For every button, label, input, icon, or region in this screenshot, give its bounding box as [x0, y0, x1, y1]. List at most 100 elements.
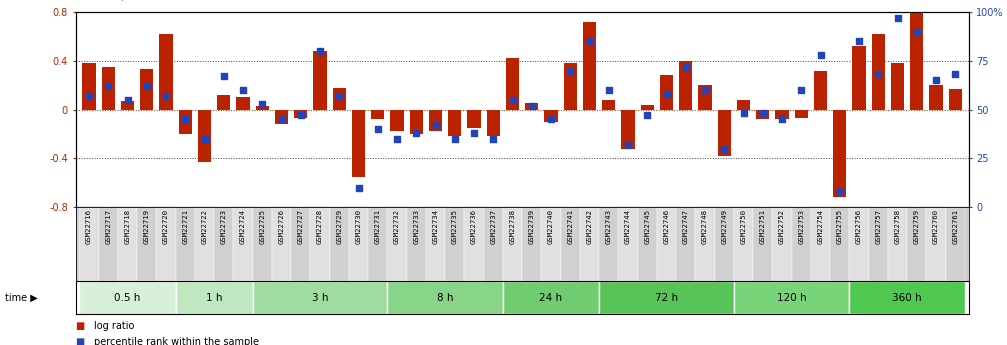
Text: GSM22722: GSM22722: [201, 209, 207, 244]
Bar: [564, 63, 577, 110]
Bar: [426, 207, 445, 281]
Bar: [140, 69, 153, 110]
Text: GSM22739: GSM22739: [529, 209, 535, 244]
Text: 24 h: 24 h: [540, 293, 563, 303]
Bar: [676, 207, 696, 281]
Text: GSM22738: GSM22738: [510, 209, 516, 244]
Text: GSM22717: GSM22717: [106, 209, 111, 244]
Bar: [522, 207, 542, 281]
Point: [601, 87, 617, 93]
Text: 3 h: 3 h: [312, 293, 328, 303]
Text: 0.5 h: 0.5 h: [115, 293, 141, 303]
Bar: [159, 34, 173, 110]
Text: GSM22755: GSM22755: [837, 209, 843, 244]
Bar: [946, 207, 965, 281]
Bar: [718, 110, 731, 156]
Bar: [737, 100, 750, 110]
Point: [293, 112, 309, 118]
Point: [196, 136, 212, 141]
Point: [312, 48, 328, 54]
Point: [735, 111, 751, 116]
Point: [562, 68, 578, 73]
Bar: [118, 207, 137, 281]
Text: GSM22723: GSM22723: [221, 209, 227, 244]
Bar: [602, 100, 615, 110]
Text: 120 h: 120 h: [776, 293, 807, 303]
Bar: [253, 281, 388, 314]
Bar: [833, 110, 847, 197]
Point: [794, 87, 810, 93]
Text: 360 h: 360 h: [892, 293, 922, 303]
Bar: [121, 101, 134, 110]
Point: [774, 117, 790, 122]
Text: GSM22730: GSM22730: [355, 209, 362, 244]
Point: [274, 117, 290, 122]
Text: GSM22724: GSM22724: [240, 209, 246, 244]
Text: GSM22747: GSM22747: [683, 209, 689, 244]
Point: [505, 97, 521, 102]
Bar: [253, 207, 272, 281]
Bar: [660, 76, 674, 110]
Text: GSM22732: GSM22732: [394, 209, 400, 244]
Point: [543, 117, 559, 122]
Text: GSM22741: GSM22741: [567, 209, 573, 244]
Bar: [80, 207, 99, 281]
Bar: [640, 105, 654, 110]
Text: GSM22760: GSM22760: [933, 209, 939, 244]
Bar: [907, 207, 926, 281]
Bar: [926, 207, 946, 281]
Text: GSM22736: GSM22736: [471, 209, 477, 244]
Point: [928, 78, 945, 83]
Point: [447, 136, 463, 141]
Text: GSM22726: GSM22726: [279, 209, 285, 244]
Text: GSM22758: GSM22758: [894, 209, 900, 244]
Bar: [313, 51, 326, 110]
Point: [678, 64, 694, 69]
Text: GSM22750: GSM22750: [740, 209, 746, 244]
Text: log ratio: log ratio: [94, 321, 134, 331]
Bar: [891, 63, 904, 110]
Point: [524, 103, 540, 108]
Text: GSM22729: GSM22729: [336, 209, 342, 244]
Bar: [407, 207, 426, 281]
Text: 1 h: 1 h: [205, 293, 223, 303]
Bar: [775, 110, 788, 119]
Point: [331, 93, 347, 99]
Text: GSM22761: GSM22761: [953, 209, 959, 244]
Bar: [679, 61, 693, 110]
Text: GSM22753: GSM22753: [799, 209, 805, 244]
Bar: [467, 110, 480, 128]
Bar: [234, 207, 253, 281]
Point: [215, 73, 232, 79]
Bar: [83, 63, 96, 110]
Bar: [486, 110, 500, 136]
Text: GSM22740: GSM22740: [548, 209, 554, 244]
Text: GSM22759: GSM22759: [913, 209, 919, 244]
Point: [908, 29, 924, 34]
Text: GSM22742: GSM22742: [586, 209, 592, 244]
Bar: [464, 207, 483, 281]
Bar: [197, 110, 211, 162]
Text: GSM22743: GSM22743: [606, 209, 612, 244]
Bar: [291, 207, 310, 281]
Bar: [388, 281, 502, 314]
Text: time ▶: time ▶: [5, 293, 38, 303]
Bar: [830, 207, 849, 281]
Bar: [275, 110, 288, 124]
Bar: [753, 207, 772, 281]
Text: GSM22731: GSM22731: [375, 209, 381, 244]
Bar: [388, 207, 407, 281]
Point: [158, 93, 174, 99]
Point: [813, 52, 829, 58]
Text: GSM22757: GSM22757: [875, 209, 881, 244]
Point: [254, 101, 270, 107]
Bar: [195, 207, 214, 281]
Bar: [795, 110, 808, 118]
Bar: [99, 207, 118, 281]
Bar: [256, 106, 269, 110]
Point: [370, 126, 386, 132]
Bar: [410, 110, 423, 134]
Text: percentile rank within the sample: percentile rank within the sample: [94, 337, 259, 345]
Text: GSM22737: GSM22737: [490, 209, 496, 244]
Bar: [502, 207, 522, 281]
